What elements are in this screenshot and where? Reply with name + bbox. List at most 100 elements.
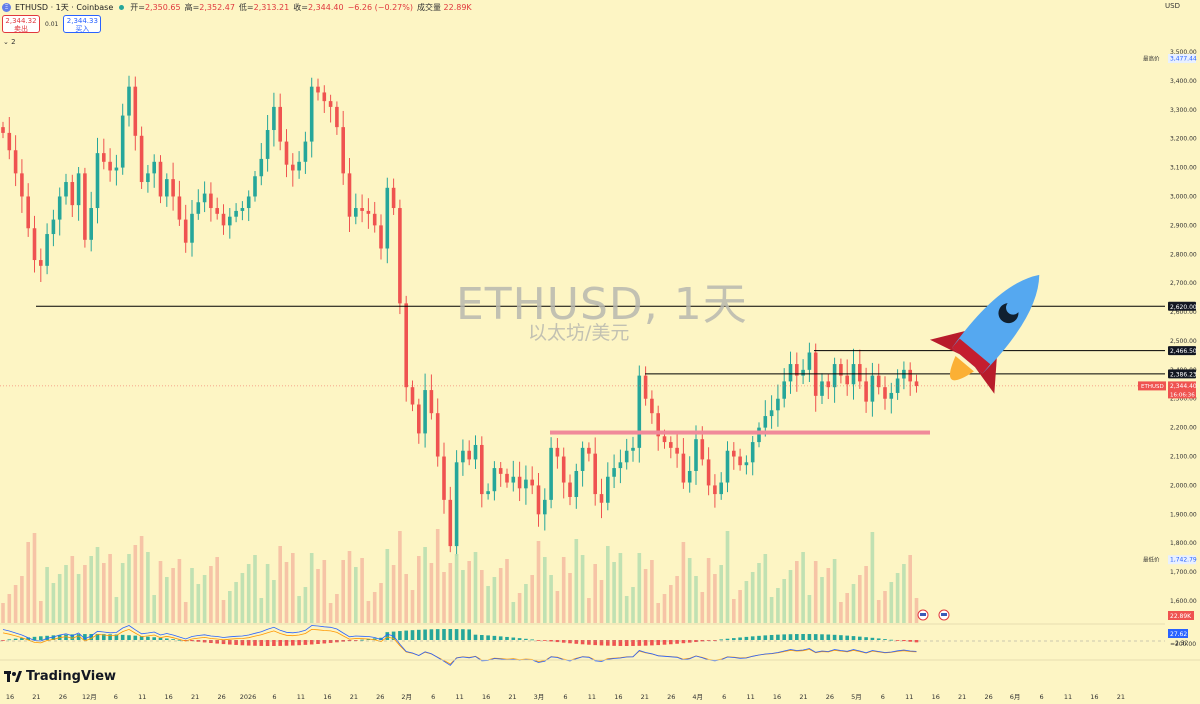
- candle-body[interactable]: [511, 476, 516, 483]
- candle-body[interactable]: [297, 161, 301, 171]
- candle-body[interactable]: [530, 479, 534, 486]
- candle-body[interactable]: [776, 398, 780, 411]
- candle-body[interactable]: [284, 141, 289, 165]
- candle-body[interactable]: [486, 491, 490, 495]
- candle-body[interactable]: [316, 86, 320, 93]
- candle-body[interactable]: [360, 208, 364, 211]
- candle-body[interactable]: [750, 442, 755, 463]
- candle-body[interactable]: [114, 167, 119, 171]
- candle-body[interactable]: [165, 179, 169, 197]
- candle-body[interactable]: [146, 173, 150, 183]
- candle-body[interactable]: [536, 485, 541, 515]
- candle-body[interactable]: [826, 381, 831, 388]
- currency-label[interactable]: USD: [1165, 2, 1180, 10]
- candle-body[interactable]: [347, 173, 352, 217]
- candle-body[interactable]: [366, 210, 371, 214]
- candle-body[interactable]: [20, 173, 24, 197]
- candle-body[interactable]: [429, 390, 434, 414]
- candle-body[interactable]: [839, 364, 843, 376]
- candle-body[interactable]: [782, 381, 786, 399]
- candle-body[interactable]: [328, 101, 333, 107]
- candle-body[interactable]: [876, 375, 881, 388]
- candle-body[interactable]: [152, 161, 156, 174]
- buy-button[interactable]: 2,344.33 买入: [63, 15, 102, 33]
- candle-body[interactable]: [95, 153, 100, 209]
- candle-body[interactable]: [102, 153, 106, 162]
- candle-body[interactable]: [70, 182, 75, 206]
- candle-body[interactable]: [637, 375, 642, 448]
- candle-body[interactable]: [725, 450, 730, 483]
- candle-body[interactable]: [744, 462, 749, 466]
- candle-body[interactable]: [795, 364, 799, 376]
- candle-body[interactable]: [64, 182, 68, 197]
- candle-body[interactable]: [675, 447, 679, 454]
- candle-body[interactable]: [662, 436, 667, 443]
- candle-body[interactable]: [543, 499, 547, 515]
- candle-body[interactable]: [259, 158, 264, 177]
- candle-body[interactable]: [870, 375, 875, 402]
- candle-body[interactable]: [442, 456, 446, 500]
- candle-body[interactable]: [492, 468, 497, 492]
- candle-body[interactable]: [39, 260, 43, 266]
- indicators-toggle[interactable]: ⌄ 2: [3, 38, 16, 46]
- candle-body[interactable]: [561, 456, 566, 483]
- support-zone[interactable]: [550, 430, 930, 435]
- candle-body[interactable]: [108, 161, 112, 171]
- candle-body[interactable]: [864, 381, 868, 402]
- candle-body[interactable]: [45, 234, 49, 266]
- candle-body[interactable]: [221, 213, 226, 226]
- candle-body[interactable]: [908, 369, 912, 382]
- candle-body[interactable]: [624, 450, 629, 463]
- candle-body[interactable]: [291, 164, 295, 171]
- candle-body[interactable]: [423, 390, 427, 434]
- candle-body[interactable]: [448, 499, 453, 547]
- symbol-title[interactable]: ETHUSD · 1天 · Coinbase: [15, 2, 114, 12]
- candle-body[interactable]: [190, 213, 194, 243]
- candle-body[interactable]: [914, 381, 919, 387]
- candle-body[interactable]: [265, 130, 270, 159]
- candle-body[interactable]: [713, 485, 717, 495]
- candle-body[interactable]: [76, 173, 81, 206]
- candle-body[interactable]: [820, 381, 824, 396]
- candle-body[interactable]: [228, 216, 232, 226]
- candle-body[interactable]: [158, 161, 163, 197]
- candle-body[interactable]: [467, 450, 471, 460]
- candle-body[interactable]: [517, 476, 522, 489]
- candle-body[interactable]: [354, 208, 358, 217]
- candle-body[interactable]: [524, 479, 528, 489]
- candle-body[interactable]: [372, 213, 377, 226]
- candle-body[interactable]: [700, 439, 705, 460]
- candle-body[interactable]: [120, 115, 125, 168]
- candle-body[interactable]: [757, 427, 761, 443]
- candle-body[interactable]: [480, 444, 484, 495]
- candle-body[interactable]: [57, 196, 62, 220]
- candle-body[interactable]: [587, 447, 591, 454]
- candle-body[interactable]: [687, 470, 692, 483]
- candle-body[interactable]: [404, 303, 408, 388]
- candle-body[interactable]: [694, 439, 698, 471]
- candle-body[interactable]: [498, 468, 503, 474]
- candle-body[interactable]: [593, 453, 597, 495]
- candle-body[interactable]: [253, 176, 257, 197]
- candle-body[interactable]: [461, 450, 465, 463]
- candle-body[interactable]: [555, 447, 560, 457]
- candle-body[interactable]: [435, 413, 440, 457]
- candle-body[interactable]: [417, 404, 421, 434]
- candle-body[interactable]: [32, 228, 37, 261]
- candle-body[interactable]: [681, 453, 686, 483]
- candle-body[interactable]: [278, 106, 282, 142]
- candle-body[interactable]: [215, 208, 219, 214]
- candle-body[interactable]: [769, 410, 774, 417]
- candle-body[interactable]: [706, 459, 711, 486]
- candle-body[interactable]: [196, 202, 201, 214]
- candle-body[interactable]: [391, 187, 396, 209]
- candle-body[interactable]: [202, 193, 207, 203]
- candle-body[interactable]: [410, 387, 415, 405]
- candle-body[interactable]: [788, 364, 793, 382]
- candle-body[interactable]: [738, 456, 742, 466]
- candle-body[interactable]: [83, 173, 87, 240]
- candle-body[interactable]: [335, 106, 339, 128]
- candle-body[interactable]: [171, 179, 175, 197]
- candle-body[interactable]: [763, 416, 768, 428]
